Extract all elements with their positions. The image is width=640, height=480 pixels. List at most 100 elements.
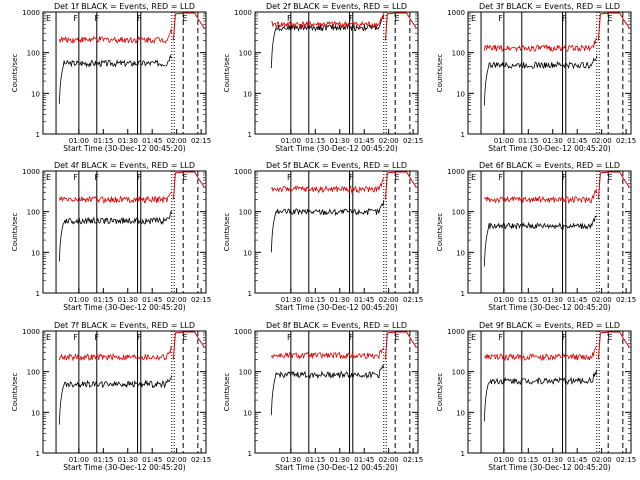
x-tick-label: 02:15	[616, 137, 636, 145]
y-tick-label: 100	[452, 369, 465, 377]
segment-marker: F	[349, 333, 354, 342]
y-axis-label: Counts/sec	[11, 54, 19, 93]
plot-frame	[42, 330, 207, 454]
lld-flare-line	[172, 331, 205, 360]
detector-panel-1: Det 1f BLACK = Events, RED = LLD Counts/s…	[11, 2, 211, 153]
segment-marker: F	[287, 14, 292, 23]
plot-frame	[42, 170, 207, 294]
segment-marker: E	[183, 333, 188, 342]
panel-title: Det 4f BLACK = Events, RED = LLD	[54, 161, 195, 170]
x-tick-label: 02:00	[167, 456, 187, 464]
x-tick-label: 01:00	[494, 137, 514, 145]
y-tick-label: 10	[243, 409, 252, 417]
y-tick-label: 1	[36, 131, 40, 139]
x-axis-label: Start Time (30-Dec-12 00:45:20)	[63, 144, 185, 153]
plot-frame	[254, 11, 419, 135]
lld-series-line	[484, 189, 598, 205]
x-tick-label: 01:45	[354, 137, 374, 145]
lld-flare-line	[384, 331, 417, 360]
y-axis-label: Counts/sec	[436, 54, 444, 93]
y-axis-label: Counts/sec	[223, 54, 231, 93]
x-tick-label: 01:15	[305, 456, 325, 464]
y-axis-label: Counts/sec	[436, 373, 444, 412]
segment-marker: E	[183, 173, 188, 182]
segment-marker: F	[73, 173, 78, 182]
plot-frame	[467, 330, 632, 454]
detector-panel-5: Det 5f BLACK = Events, RED = LLD Counts/s…	[223, 161, 423, 312]
y-tick-label: 10	[243, 90, 252, 98]
x-tick-label: 02:00	[379, 456, 399, 464]
x-tick-label: 01:30	[543, 456, 563, 464]
x-tick-label: 01:30	[330, 137, 350, 145]
segment-marker: F	[137, 333, 142, 342]
x-tick-label: 01:00	[494, 296, 514, 304]
x-tick-label: 01:45	[142, 137, 162, 145]
segment-marker: E	[608, 173, 613, 182]
panel-title: Det 9f BLACK = Events, RED = LLD	[479, 321, 620, 330]
panel-title: Det 1f BLACK = Events, RED = LLD	[54, 2, 195, 11]
lld-flare-line	[384, 171, 417, 200]
segment-marker: F	[73, 333, 78, 342]
segment-marker: F	[73, 14, 78, 23]
y-tick-label: 1000	[234, 328, 252, 336]
y-tick-label: 100	[27, 369, 40, 377]
x-tick-label: 02:15	[191, 456, 211, 464]
y-tick-label: 1	[461, 290, 465, 298]
x-tick-label: 01:30	[281, 456, 301, 464]
y-tick-label: 100	[452, 50, 465, 58]
x-axis-label: Start Time (30-Dec-12 00:45:20)	[63, 463, 185, 472]
y-tick-label: 1	[248, 450, 252, 458]
x-tick-label: 01:15	[518, 456, 538, 464]
lld-series-line	[270, 348, 384, 360]
lld-flare-line	[597, 12, 630, 41]
segment-marker: E	[395, 173, 400, 182]
segment-marker: F	[349, 14, 354, 23]
segment-marker: E	[471, 173, 476, 182]
detector-panel-2: Det 2f BLACK = Events, RED = LLD Counts/s…	[223, 2, 423, 153]
y-tick-label: 1000	[447, 9, 465, 17]
segment-marker: F	[562, 14, 567, 23]
panel-title: Det 2f BLACK = Events, RED = LLD	[266, 2, 407, 11]
detector-panel-9: Det 9f BLACK = Events, RED = LLD Counts/s…	[436, 321, 636, 472]
x-axis-label: Start Time (30-Dec-12 00:45:20)	[275, 463, 397, 472]
y-tick-label: 10	[456, 409, 465, 417]
x-tick-label: 01:15	[518, 296, 538, 304]
plot-frame	[42, 11, 207, 135]
detector-panel-6: Det 6f BLACK = Events, RED = LLD Counts/s…	[436, 161, 636, 312]
segment-marker: E	[46, 173, 51, 182]
segment-marker: E	[183, 14, 188, 23]
y-tick-label: 1	[248, 290, 252, 298]
y-tick-label: 100	[27, 50, 40, 58]
panel-title: Det 3f BLACK = Events, RED = LLD	[479, 2, 620, 11]
x-tick-label: 01:30	[118, 137, 138, 145]
y-axis-label: Counts/sec	[436, 213, 444, 252]
x-axis-label: Start Time (30-Dec-12 00:45:20)	[488, 463, 610, 472]
y-tick-label: 100	[239, 209, 252, 217]
y-tick-label: 1000	[447, 168, 465, 176]
x-tick-label: 02:15	[403, 137, 423, 145]
x-tick-label: 01:45	[354, 296, 374, 304]
x-tick-label: 01:45	[567, 296, 587, 304]
y-tick-label: 10	[456, 90, 465, 98]
panel-title: Det 6f BLACK = Events, RED = LLD	[479, 161, 620, 170]
y-tick-label: 1	[36, 290, 40, 298]
x-tick-label: 01:15	[93, 137, 113, 145]
segment-marker: F	[349, 173, 354, 182]
panel-title: Det 8f BLACK = Events, RED = LLD	[266, 321, 407, 330]
y-axis-label: Counts/sec	[223, 373, 231, 412]
x-tick-label: 02:15	[616, 456, 636, 464]
x-tick-label: 02:00	[592, 456, 612, 464]
y-tick-label: 1000	[234, 9, 252, 17]
x-tick-label: 01:00	[69, 456, 89, 464]
segment-marker: E	[471, 333, 476, 342]
panel-title: Det 5f BLACK = Events, RED = LLD	[266, 161, 407, 170]
y-tick-label: 1000	[22, 328, 40, 336]
x-tick-label: 01:30	[330, 456, 350, 464]
x-tick-label: 01:15	[93, 296, 113, 304]
x-tick-label: 01:00	[281, 137, 301, 145]
x-tick-label: 01:15	[305, 296, 325, 304]
x-tick-label: 01:30	[118, 456, 138, 464]
y-tick-label: 100	[239, 50, 252, 58]
y-tick-label: 100	[452, 209, 465, 217]
segment-marker: F	[95, 173, 100, 182]
